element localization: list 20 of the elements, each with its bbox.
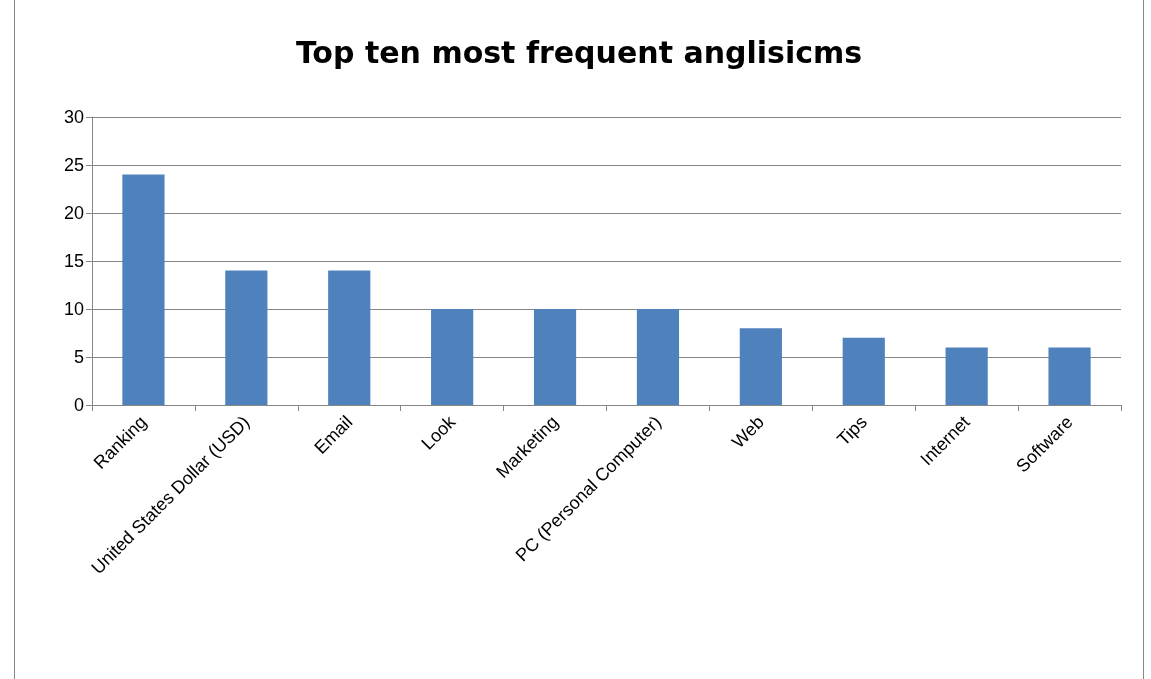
bar xyxy=(225,270,268,405)
y-tick-label: 25 xyxy=(63,155,84,175)
y-tick-label: 30 xyxy=(63,107,84,127)
bar xyxy=(431,309,474,405)
bar xyxy=(739,328,782,405)
y-tick-label: 15 xyxy=(63,251,84,271)
bar xyxy=(328,270,371,405)
y-tick-label: 0 xyxy=(73,395,84,415)
x-tick-label: Web xyxy=(727,411,768,452)
bar xyxy=(122,174,165,405)
chart-title: Top ten most frequent anglisicms xyxy=(295,34,863,70)
bar xyxy=(533,309,577,405)
bar xyxy=(1048,347,1091,405)
bar xyxy=(945,347,988,405)
y-tick-label: 5 xyxy=(73,347,84,367)
bar xyxy=(636,309,680,405)
bar xyxy=(842,337,885,405)
x-tick-label: Tips xyxy=(833,411,871,450)
y-tick-label: 10 xyxy=(63,299,84,319)
y-tick-label: 20 xyxy=(63,203,84,223)
